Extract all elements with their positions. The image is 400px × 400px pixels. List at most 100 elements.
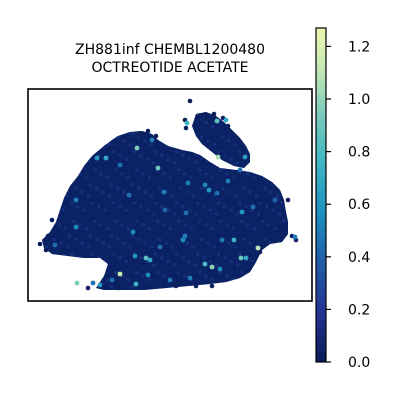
tissue-spot: [178, 208, 183, 213]
tissue-spot: [134, 263, 139, 267]
tissue-spot: [160, 153, 164, 158]
tissue-spot: [122, 146, 126, 151]
tissue-spot: [204, 113, 208, 118]
tissue-spot: [214, 139, 219, 143]
tissue-spot: [193, 277, 198, 282]
tissue-spot: [132, 237, 137, 242]
tissue-spot: [265, 197, 269, 202]
tissue-spot: [139, 270, 143, 275]
tissue-spot: [113, 190, 118, 194]
tissue-spot: [208, 127, 213, 132]
tissue-spot: [229, 274, 234, 278]
highlighted-spot: [202, 261, 208, 267]
tissue-spot: [113, 139, 118, 143]
tissue-spot: [252, 182, 257, 187]
tissue-spot: [80, 234, 84, 238]
tissue-spot: [286, 226, 288, 231]
tissue-spot: [202, 131, 206, 136]
tissue-spot: [199, 186, 204, 191]
tissue-spot: [197, 197, 202, 202]
highlighted-spot: [272, 197, 278, 203]
tissue-spot: [172, 255, 177, 260]
tissue-spot: [67, 190, 72, 194]
tissue-spot: [202, 255, 206, 260]
tissue-spot: [227, 153, 232, 158]
tissue-spot: [244, 241, 248, 246]
tissue-spot: [130, 146, 135, 151]
tissue-spot: [227, 212, 232, 216]
tissue-spot: [157, 281, 162, 286]
tissue-spot: [225, 149, 229, 154]
tissue-spot: [147, 248, 152, 253]
tissue-spot: [67, 197, 72, 202]
tissue-spot: [139, 219, 143, 224]
tissue-spot: [208, 208, 213, 213]
tissue-spot: [275, 208, 280, 213]
tissue-spot: [275, 215, 280, 220]
tissue-spot: [126, 241, 131, 246]
tissue-spot: [132, 142, 137, 147]
colorbar: [315, 27, 327, 363]
tissue-spot: [256, 226, 261, 231]
tissue-spot: [250, 252, 255, 257]
tissue-spot: [92, 226, 97, 231]
tissue-spot: [94, 245, 99, 249]
tissue-spot: [90, 193, 95, 198]
tissue-spot: [94, 208, 99, 213]
tissue-spot: [115, 245, 120, 249]
highlighted-spot: [185, 180, 191, 186]
tissue-spot: [164, 212, 169, 216]
highlighted-spot: [52, 242, 58, 248]
tissue-spot: [105, 248, 110, 253]
tissue-spot: [254, 230, 259, 235]
tissue-spot: [210, 234, 215, 238]
tissue-spot: [147, 219, 152, 224]
tissue-spot: [235, 153, 240, 158]
tissue-spot: [210, 168, 215, 173]
tissue-spot: [279, 201, 284, 205]
tissue-spot: [178, 223, 183, 227]
tissue-spot: [235, 204, 240, 209]
tissue-spot: [218, 204, 223, 209]
tissue-spot: [218, 248, 223, 253]
tissue-spot: [191, 164, 196, 169]
tissue-spot: [206, 175, 211, 180]
tissue-spot: [233, 201, 238, 205]
tissue-spot: [139, 248, 143, 253]
tissue-spot: [84, 234, 89, 238]
tissue-spot: [172, 234, 177, 238]
highlighted-spot: [182, 233, 188, 239]
tissue-spot: [122, 204, 126, 209]
tissue-spot: [199, 259, 204, 264]
tissue-spot: [254, 223, 259, 227]
tissue-spot: [107, 223, 112, 227]
tissue-spot: [191, 252, 196, 257]
tissue-spot: [168, 146, 173, 151]
highlighted-spot: [147, 257, 153, 263]
tissue-spot: [231, 248, 236, 253]
tissue-spot: [99, 252, 103, 257]
tissue-spot: [176, 226, 181, 231]
tissue-spot: [248, 226, 253, 231]
tissue-spot: [109, 255, 114, 260]
tissue-spot: [134, 226, 139, 231]
tissue-spot: [260, 226, 265, 231]
tissue-spot: [199, 237, 204, 242]
tissue-spot: [229, 230, 234, 235]
tissue-spot: [281, 219, 286, 224]
tissue-spot: [88, 248, 93, 253]
tissue-spot: [164, 234, 169, 238]
tissue-spot: [153, 223, 158, 227]
tissue-spot: [229, 259, 234, 264]
tissue-spot: [174, 252, 179, 257]
tissue-spot: [241, 215, 246, 220]
tissue-spot: [214, 277, 219, 282]
tissue-spot: [233, 186, 238, 191]
tissue-spot: [139, 285, 143, 289]
tissue-spot: [225, 135, 229, 140]
tissue-spot: [107, 215, 112, 220]
tissue-spot: [162, 201, 166, 205]
tissue-spot: [88, 175, 93, 180]
tissue-spot: [139, 212, 143, 216]
tissue-spot: [235, 175, 240, 180]
